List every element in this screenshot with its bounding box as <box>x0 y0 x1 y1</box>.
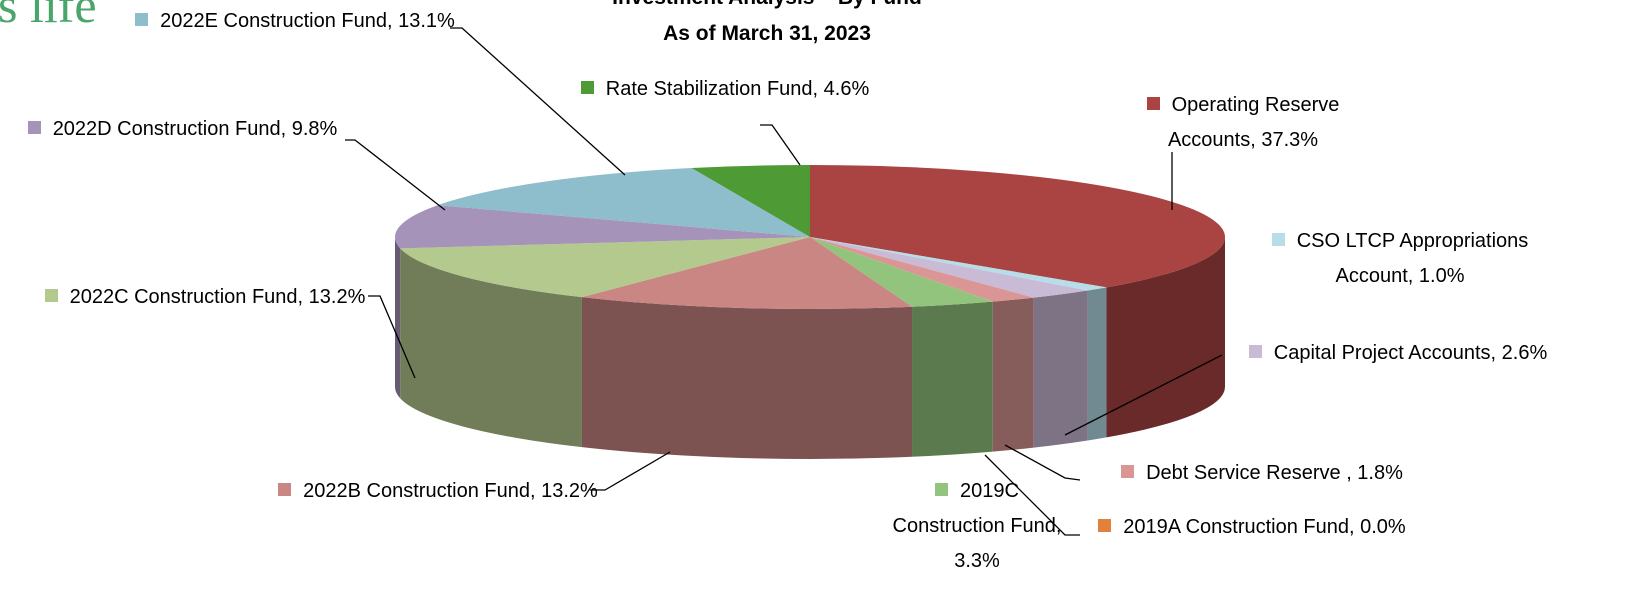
slice-side <box>992 297 1034 452</box>
leader-line <box>760 124 801 166</box>
leader-line <box>368 295 416 379</box>
legend-swatch <box>580 81 594 94</box>
legend-swatch <box>1121 465 1135 478</box>
leader-line <box>984 454 1080 536</box>
chart-subtitle: As of March 31, 2023 <box>663 22 871 45</box>
label-text: Debt Service Reserve , 1.8% <box>1146 462 1403 484</box>
legend-swatch <box>27 121 41 134</box>
label-text: 2019A Construction Fund, 0.0% <box>1123 516 1406 538</box>
slice <box>810 237 1034 302</box>
slice-side <box>395 237 401 399</box>
leader-line <box>345 139 446 211</box>
label-text: 2019C Construction Fund, 3.3% <box>892 480 1062 572</box>
label-text: 2022E Construction Fund, 13.1% <box>160 10 455 32</box>
leader-line <box>1004 444 1081 481</box>
slice <box>810 237 993 307</box>
slice-side <box>1033 290 1088 448</box>
data-label: Rate Stabilization Fund, 4.6% <box>555 72 895 107</box>
legend-swatch <box>1271 233 1285 246</box>
slice-side <box>1087 287 1107 441</box>
logo: s life <box>0 0 97 33</box>
data-label: 2022E Construction Fund, 13.1% <box>125 4 465 39</box>
slice <box>810 165 1225 288</box>
slice-side <box>1106 237 1225 438</box>
label-text: CSO LTCP Appropriations Account, 1.0% <box>1296 230 1529 287</box>
slice <box>395 205 810 249</box>
slice <box>400 237 810 298</box>
slice-side <box>912 301 993 457</box>
slice <box>437 167 810 237</box>
legend-swatch <box>1098 519 1112 532</box>
legend-swatch <box>135 13 149 26</box>
slice-side <box>400 248 582 448</box>
slice <box>810 237 1088 298</box>
legend-swatch <box>1146 97 1160 110</box>
leader-line <box>1064 354 1223 436</box>
label-text: 2022B Construction Fund, 13.2% <box>303 480 598 502</box>
data-label: Capital Project Accounts, 2.6% <box>1238 336 1558 371</box>
data-label: 2022C Construction Fund, 13.2% <box>35 280 375 315</box>
data-label: CSO LTCP Appropriations Account, 1.0% <box>1240 224 1560 294</box>
label-text: 2022C Construction Fund, 13.2% <box>69 286 366 308</box>
data-label: 2022D Construction Fund, 9.8% <box>10 112 355 147</box>
data-label: 2022B Construction Fund, 13.2% <box>268 474 608 509</box>
leader-line <box>590 451 671 491</box>
data-label: Operating Reserve Accounts, 37.3% <box>1118 88 1368 158</box>
label-text: Operating Reserve Accounts, 37.3% <box>1167 94 1340 151</box>
data-label: 2019C Construction Fund, 3.3% <box>887 474 1067 579</box>
slice <box>691 165 810 237</box>
chart-title: Investment Analysis – By Fund <box>0 0 1534 10</box>
label-text: Capital Project Accounts, 2.6% <box>1273 342 1548 364</box>
slice <box>581 237 913 309</box>
slice-side <box>581 297 913 459</box>
legend-swatch <box>1248 345 1262 358</box>
label-text: 2022D Construction Fund, 9.8% <box>52 118 338 140</box>
leader-line <box>450 27 626 176</box>
slice <box>810 237 1107 291</box>
data-label: Debt Service Reserve , 1.8% <box>1082 456 1442 491</box>
legend-swatch <box>278 483 292 496</box>
legend-swatch <box>935 483 949 496</box>
label-text: Rate Stabilization Fund, 4.6% <box>605 78 870 100</box>
data-label: 2019A Construction Fund, 0.0% <box>1082 510 1422 545</box>
legend-swatch <box>44 289 58 302</box>
